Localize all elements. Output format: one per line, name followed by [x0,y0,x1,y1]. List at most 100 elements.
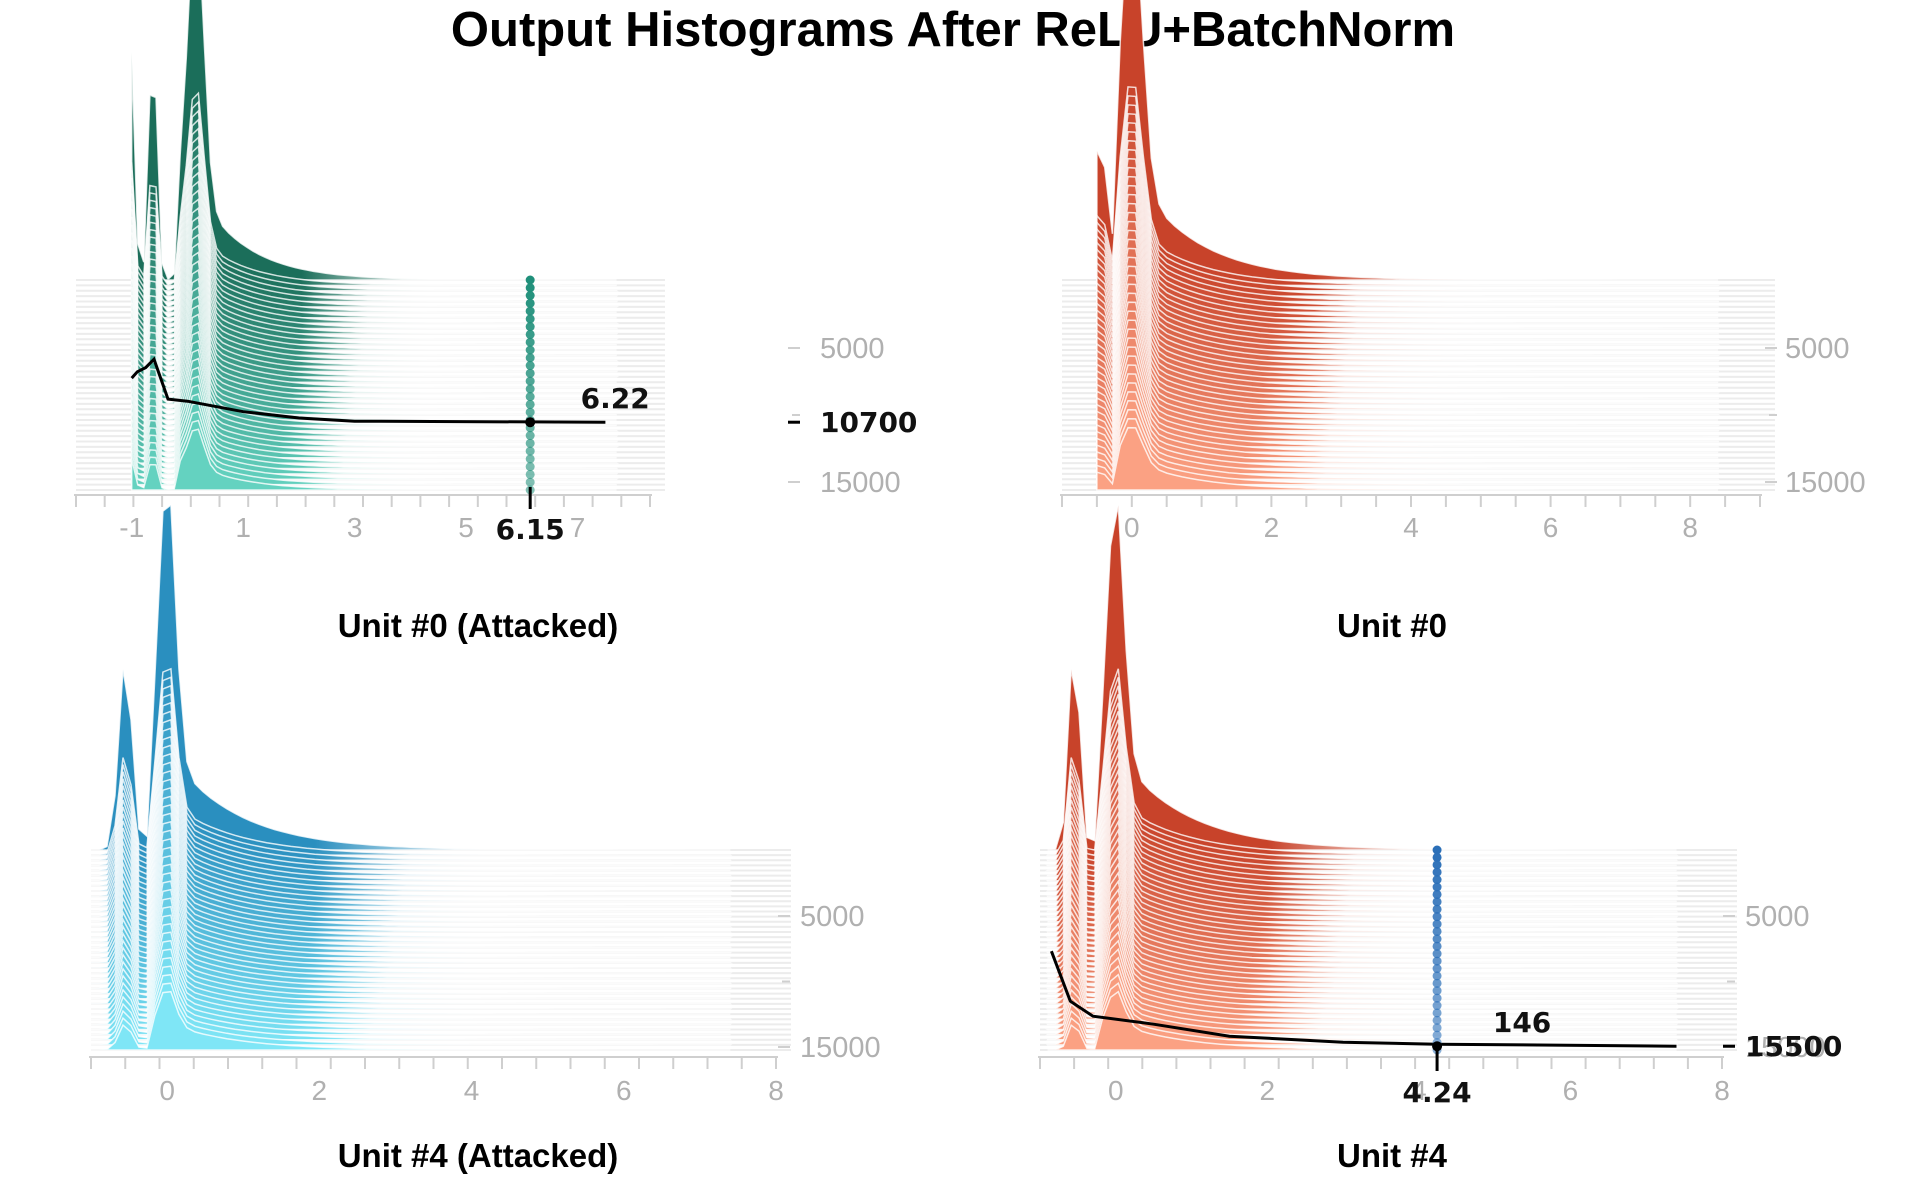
x-tick-label: 4 [1411,1075,1427,1106]
x-tick-label: 8 [768,1075,784,1106]
x-tick-label: 8 [1714,1075,1730,1106]
chart-panel-1: 0 2 4 6 8 5000 15000 Unit #0 [1060,0,1866,644]
chart-caption: Unit #0 [1337,607,1447,644]
highlight-marker-dot [525,392,535,402]
highlight-value-label: 146 [1493,1006,1551,1039]
highlight-marker-dot [1432,897,1442,907]
highlight-marker-dot [1432,1001,1442,1011]
ridge-layer [91,503,731,851]
chart-panel-2: 0 2 4 6 8 5000 15000 Unit #4 (Attacked) [89,503,881,1174]
highlight-marker-dot [1432,875,1442,885]
highlight-marker-dot [1432,912,1442,922]
highlight-marker-dot [1432,1015,1442,1025]
highlight-marker-dot [1432,882,1442,892]
highlight-marker-dot [1432,986,1442,996]
highlight-marker-dot [525,298,535,308]
highlight-marker-dot [1432,867,1442,877]
highlight-marker-dot [525,438,535,448]
highlight-marker-dot [1432,956,1442,966]
highlight-marker-dot [525,407,535,417]
highlight-marker-dot [525,345,535,355]
highlight-marker-dot [1432,1030,1442,1040]
highlight-marker-dot [1432,934,1442,944]
highlight-marker-dot [525,469,535,479]
x-tick-label: 4 [464,1075,480,1106]
highlight-marker-dot [1432,949,1442,959]
chart-caption: Unit #4 (Attacked) [338,1137,619,1174]
highlight-marker-dot [1432,993,1442,1003]
highlight-marker-dot [1432,978,1442,988]
highlight-step-label: 10700 [820,406,917,439]
chart-panel-0: -1 1 3 5 7 5000 15000 6.15 6.22 10700 Unit #0 (Att… [74,0,917,644]
highlight-value-label: 6.22 [581,382,650,415]
y-tick-label: 5000 [1785,333,1850,365]
x-tick-label: 2 [312,1075,328,1106]
x-tick-label: 4 [1403,512,1419,543]
highlight-marker-dot [1432,852,1442,862]
chart-caption: Unit #4 [1337,1137,1448,1174]
x-tick-label: 7 [570,512,586,543]
highlight-marker-dot [525,446,535,456]
highlight-marker-dot [1432,889,1442,899]
highlight-marker-dot [525,462,535,472]
x-tick-label: 8 [1682,512,1698,543]
x-tick-label: 0 [1108,1075,1124,1106]
highlight-marker-dot [525,399,535,409]
highlight-marker-dot [1432,845,1442,855]
highlight-marker-dot [525,337,535,347]
highlight-marker-dot [525,353,535,363]
page-title: Output Histograms After ReLU+BatchNorm [450,3,1456,57]
ridge-layer [91,990,731,1051]
highlight-marker-dot [525,454,535,464]
highlight-point [1432,1041,1443,1052]
x-tick-label: 0 [1124,512,1140,543]
highlight-x-label: 6.15 [496,513,565,546]
highlight-marker-dot [525,431,535,441]
chart-panel-3: 0 2 4 6 8 5000 15000 4.24 146 15500 Unit #4 [1038,504,1842,1174]
highlight-marker-dot [1432,971,1442,981]
highlight-marker-dot [1432,926,1442,936]
x-tick-label: 6 [616,1075,632,1106]
x-tick-label: 2 [1260,1075,1276,1106]
chart-caption: Unit #0 (Attacked) [338,607,619,644]
x-tick-label: 0 [159,1075,175,1106]
y-tick-label: 15000 [800,1032,881,1064]
y-tick-label: 15000 [820,467,901,499]
highlight-curve [1049,950,1677,1048]
highlight-marker-dot [1432,941,1442,951]
highlight-marker-dot [525,322,535,332]
highlight-point [525,417,536,428]
highlight-marker-dot [1432,1023,1442,1033]
highlight-marker-dot [525,361,535,371]
y-tick-label: 15000 [1745,1032,1826,1064]
ridge-layer [1047,990,1677,1051]
highlight-marker-dot [525,275,535,285]
highlight-marker-dot [1432,964,1442,974]
highlight-marker-dot [525,477,535,487]
x-tick-label: 3 [347,512,363,543]
x-tick-label: -1 [119,512,144,543]
ridge-layer [1047,504,1677,851]
highlight-marker-dot [525,314,535,324]
highlight-x-label: 4.24 [1403,1076,1472,1109]
ridge-layer [130,428,617,491]
highlight-marker-dot [525,306,535,316]
highlight-marker-dot [1432,919,1442,929]
x-tick-label: 1 [235,512,251,543]
x-tick-label: 5 [458,512,474,543]
ridge-layer [1096,426,1719,491]
highlight-marker-dot [525,291,535,301]
y-tick-label: 5000 [800,901,865,933]
highlight-marker-dot [1432,904,1442,914]
y-tick-label: 15000 [1785,467,1866,499]
x-tick-label: 2 [1264,512,1280,543]
highlight-marker-dot [525,384,535,394]
highlight-marker-dot [525,368,535,378]
x-tick-label: 6 [1563,1075,1579,1106]
highlight-marker-dot [1432,1008,1442,1018]
highlight-marker-dot [1432,860,1442,870]
highlight-curve [130,356,606,424]
highlight-marker-dot [525,329,535,339]
highlight-step-label: 15500 [1745,1030,1842,1063]
